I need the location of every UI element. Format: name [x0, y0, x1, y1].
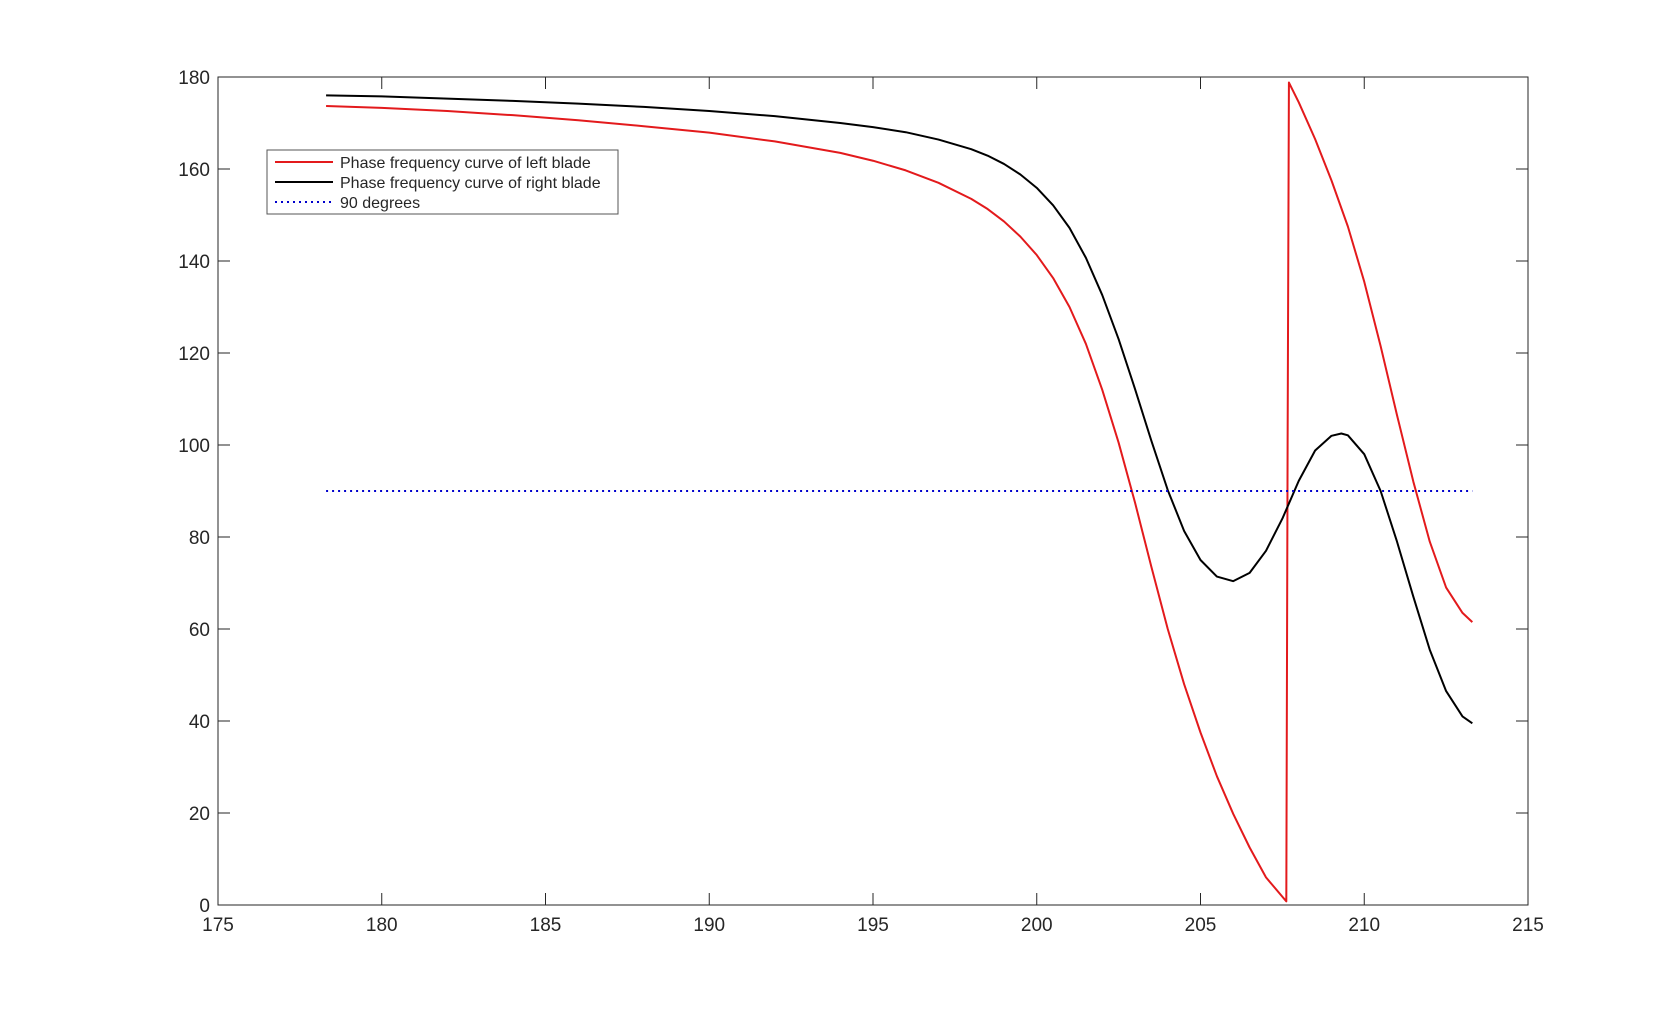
- y-tick-label: 0: [199, 896, 210, 917]
- x-tick-label: 175: [202, 915, 234, 936]
- legend: Phase frequency curve of left blade Phase…: [266, 149, 619, 215]
- y-tick-label: 100: [178, 436, 210, 457]
- series-line-2: [326, 94, 1473, 725]
- y-tick-label: 140: [178, 252, 210, 273]
- legend-entry-label: Phase frequency curve of right blade: [340, 175, 601, 192]
- x-tick-label: 205: [1185, 915, 1217, 936]
- series-line-1: [326, 81, 1474, 903]
- y-tick-label: 180: [178, 68, 210, 89]
- y-tick-label: 160: [178, 160, 210, 181]
- y-tick-label: 80: [189, 528, 210, 549]
- legend-entry-label: 90 degrees: [340, 195, 420, 212]
- y-tick-label: 40: [189, 712, 210, 733]
- x-tick-label: 180: [366, 915, 398, 936]
- legend-entry-label: Phase frequency curve of left blade: [340, 155, 591, 172]
- series-layer: [326, 81, 1474, 903]
- ticks-layer: 175 180 185 190 195 200 205 210 215 0 20 40 60 80 100 1…: [178, 68, 1544, 936]
- y-tick-label: 20: [189, 804, 210, 825]
- x-tick-label: 215: [1512, 915, 1544, 936]
- y-tick-label: 60: [189, 620, 210, 641]
- x-tick-label: 195: [857, 915, 889, 936]
- x-tick-label: 185: [530, 915, 562, 936]
- x-tick-label: 210: [1348, 915, 1380, 936]
- x-tick-label: 190: [693, 915, 725, 936]
- y-tick-label: 120: [178, 344, 210, 365]
- x-tick-label: 200: [1021, 915, 1053, 936]
